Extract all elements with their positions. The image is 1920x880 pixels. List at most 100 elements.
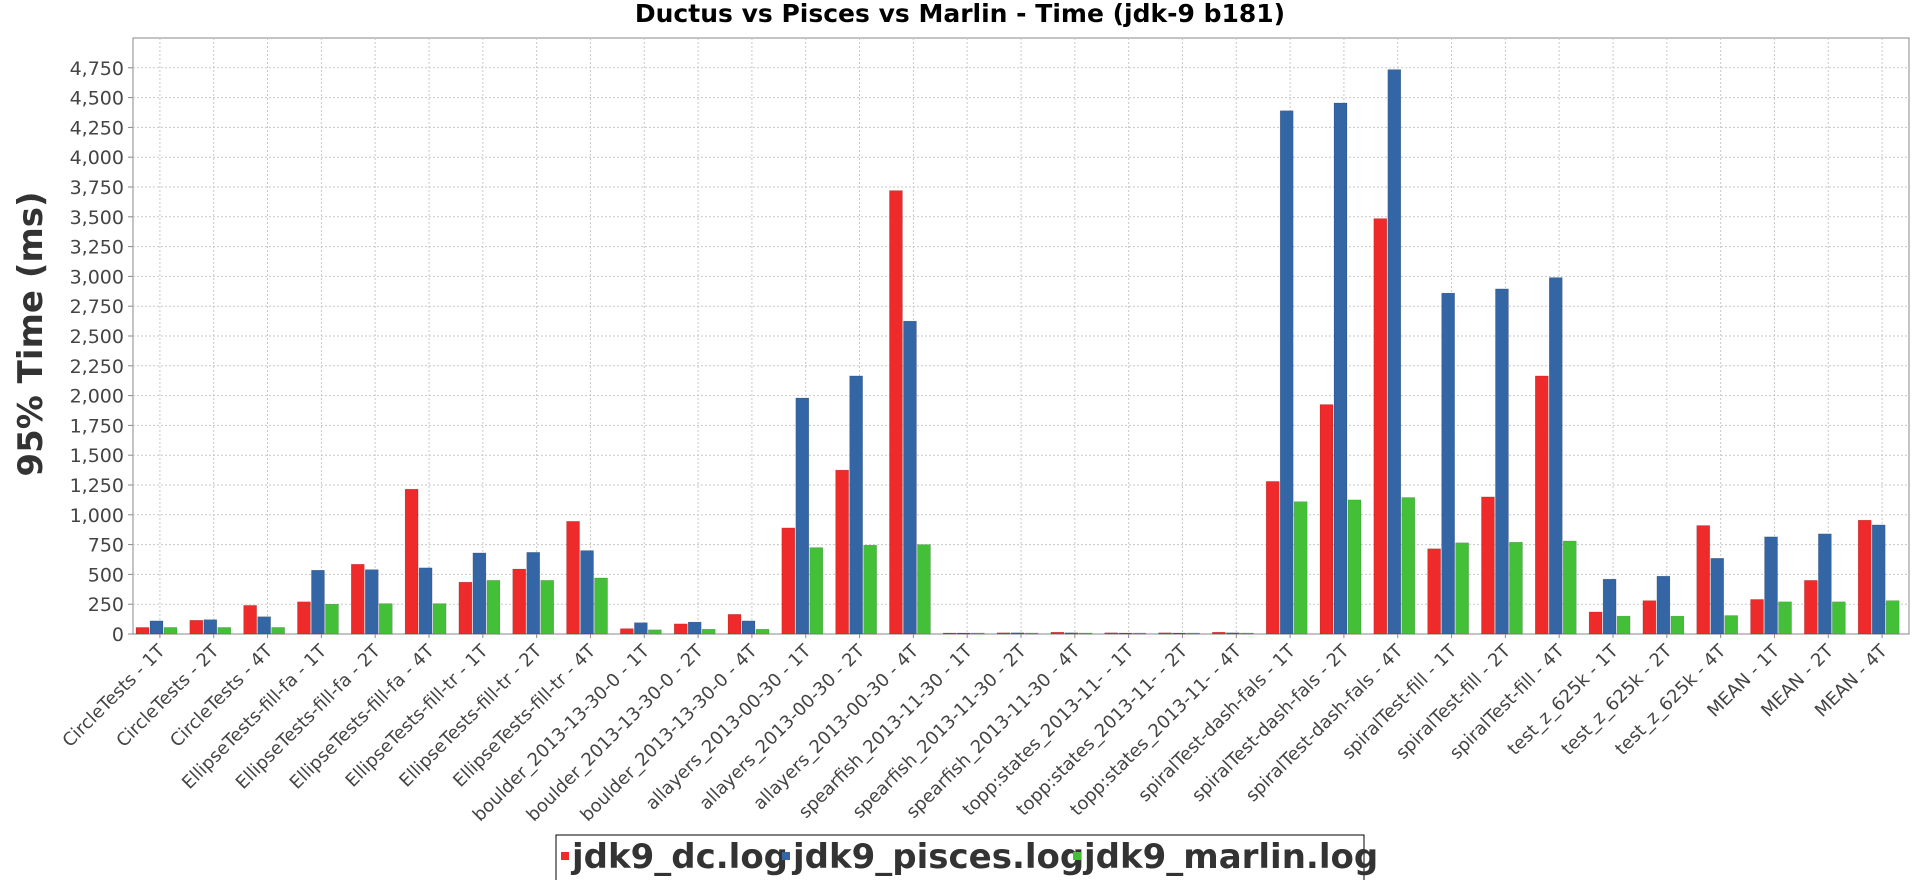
y-tick-label: 4,750 [70, 58, 124, 80]
bar-jdk9-marlin-log [163, 627, 178, 635]
y-tick-label: 3,250 [70, 237, 124, 259]
bar-jdk9-pisces-log [903, 320, 917, 635]
bar-jdk9-marlin-log [1186, 632, 1200, 635]
bar-jdk9-pisces-log [1172, 632, 1186, 635]
bar-jdk9-dc-log [458, 581, 473, 635]
y-tick-label: 2,250 [70, 356, 124, 378]
bar-jdk9-pisces-log [149, 620, 164, 635]
legend-label-pisces: jdk9_pisces.log [791, 837, 1084, 877]
y-tick-label: 3,500 [70, 207, 124, 229]
bar-jdk9-pisces-log [257, 616, 271, 635]
bar-jdk9-pisces-log [472, 552, 487, 635]
bar-jdk9-pisces-log [311, 569, 325, 635]
bar-jdk9-pisces-log [203, 619, 218, 635]
bar-jdk9-dc-log [297, 601, 311, 635]
bar-jdk9-dc-log [351, 564, 365, 635]
bar-jdk9-pisces-log [1010, 632, 1025, 635]
bar-jdk9-dc-log [673, 623, 688, 635]
bar-jdk9-dc-log [512, 568, 526, 635]
bar-jdk9-dc-log [1373, 218, 1388, 635]
bar-jdk9-marlin-log [1347, 499, 1362, 635]
legend-swatch-marlin [1073, 852, 1081, 860]
chart-title: Ductus vs Pisces vs Marlin - Time (jdk-9… [635, 0, 1285, 28]
y-tick-label: 3,750 [70, 177, 124, 199]
bar-jdk9-dc-log [1158, 632, 1172, 635]
bar-jdk9-dc-log [566, 521, 580, 635]
bar-jdk9-pisces-log [1064, 632, 1079, 635]
bar-jdk9-pisces-log [1495, 288, 1509, 635]
bar-jdk9-marlin-log [1670, 615, 1685, 635]
bar-jdk9-pisces-log [418, 567, 433, 635]
bar-jdk9-dc-log [889, 190, 903, 635]
bar-jdk9-dc-log [1481, 496, 1495, 635]
bars [135, 69, 1900, 635]
bar-jdk9-marlin-log [1132, 632, 1146, 635]
y-tick-label: 750 [88, 535, 124, 557]
bar-jdk9-marlin-log [971, 632, 985, 635]
bar-jdk9-pisces-log [365, 569, 379, 635]
bar-jdk9-dc-log [943, 632, 957, 635]
bar-jdk9-marlin-log [755, 628, 770, 635]
bar-jdk9-dc-log [1265, 481, 1280, 635]
y-tick-label: 2,000 [70, 386, 124, 408]
bar-jdk9-dc-log [1588, 611, 1603, 635]
bar-jdk9-pisces-log [1818, 533, 1832, 635]
bar-jdk9-marlin-log [701, 628, 716, 635]
bar-jdk9-dc-log [404, 488, 419, 635]
y-tick-label: 3,000 [70, 266, 124, 288]
bar-jdk9-marlin-log [863, 544, 877, 635]
bar-jdk9-marlin-log [486, 580, 501, 635]
bar-jdk9-marlin-log [1616, 615, 1631, 635]
bar-jdk9-marlin-log [1024, 632, 1039, 635]
bar-jdk9-dc-log [996, 632, 1011, 635]
bar-jdk9-marlin-log [1455, 542, 1469, 635]
bar-jdk9-dc-log [1696, 525, 1710, 635]
bar-jdk9-dc-log [1427, 548, 1441, 635]
bar-jdk9-pisces-log [1871, 524, 1886, 635]
bar-jdk9-pisces-log [1656, 575, 1671, 635]
bar-jdk9-marlin-log [1778, 601, 1792, 635]
bar-jdk9-dc-log [1212, 631, 1226, 635]
bar-jdk9-marlin-log [1401, 497, 1416, 635]
y-tick-label: 500 [88, 564, 124, 586]
legend-box [555, 834, 1365, 880]
bar-jdk9-marlin-log [540, 580, 554, 635]
bar-jdk9-pisces-log [1333, 102, 1348, 635]
bar-jdk9-dc-log [1750, 599, 1764, 635]
bar-jdk9-marlin-log [1832, 601, 1846, 635]
bar-jdk9-pisces-log [1764, 536, 1778, 635]
bar-jdk9-pisces-log [1549, 277, 1563, 635]
bar-jdk9-dc-log [1319, 404, 1334, 635]
y-tick-label: 1,000 [70, 505, 124, 527]
bar-jdk9-pisces-log [1602, 578, 1617, 635]
legend-swatch-pisces [782, 852, 790, 860]
y-tick-label: 4,500 [70, 88, 124, 110]
y-tick-label: 4,250 [70, 117, 124, 139]
bar-jdk9-pisces-log [1118, 632, 1132, 635]
bar-jdk9-marlin-log [1563, 540, 1577, 635]
bar-jdk9-dc-log [835, 469, 849, 635]
bar-jdk9-dc-log [1642, 600, 1657, 635]
bar-jdk9-marlin-log [217, 627, 232, 635]
bar-jdk9-marlin-log [1078, 632, 1093, 635]
bar-jdk9-pisces-log [1279, 110, 1294, 635]
bar-jdk9-pisces-log [741, 620, 756, 635]
bar-jdk9-dc-log [1050, 631, 1065, 635]
bar-jdk9-pisces-log [795, 397, 810, 635]
legend: jdk9_dc.log jdk9_pisces.log jdk9_marlin.… [555, 834, 1378, 880]
bar-jdk9-dc-log [1535, 375, 1549, 635]
bar-jdk9-pisces-log [849, 375, 863, 635]
bar-jdk9-marlin-log [1240, 632, 1254, 635]
bar-jdk9-marlin-log [917, 544, 931, 635]
bar-jdk9-marlin-log [809, 547, 824, 635]
bar-jdk9-pisces-log [634, 622, 648, 635]
bar-jdk9-dc-log [727, 614, 742, 635]
bar-jdk9-dc-log [135, 627, 150, 635]
bar-jdk9-marlin-log [1509, 541, 1523, 635]
bar-jdk9-marlin-log [379, 603, 393, 635]
bar-jdk9-dc-log [620, 628, 634, 635]
bar-jdk9-pisces-log [526, 552, 540, 635]
bar-jdk9-marlin-log [1885, 600, 1900, 635]
bar-jdk9-pisces-log [580, 550, 594, 635]
